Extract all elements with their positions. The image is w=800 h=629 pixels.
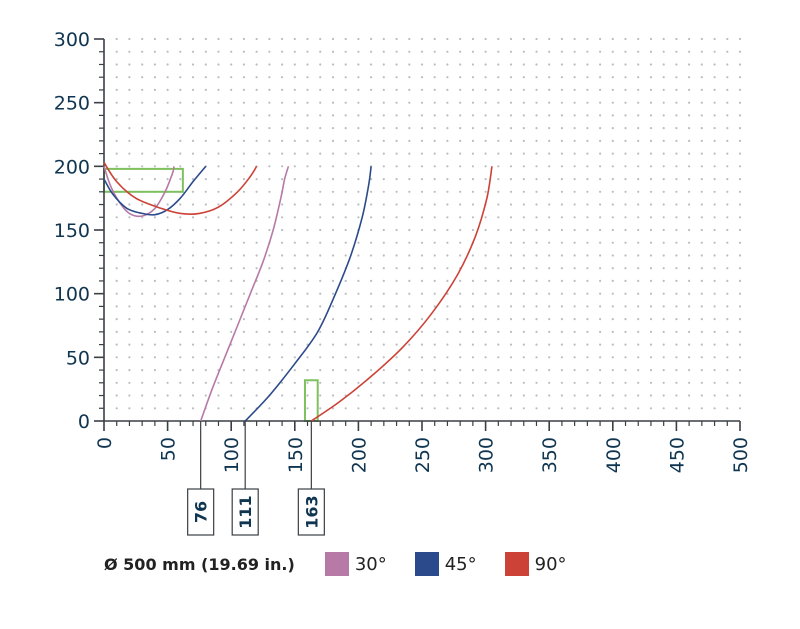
y-tick-label-300: 300 [54,29,90,51]
y-tick-label-150: 150 [54,220,90,242]
x-tick-label-250: 250 [412,437,434,473]
y-tick-label-50: 50 [66,347,90,369]
axes: 0 50 100 150 200 250 300 0 50 100 150 200 250 300 350 4… [54,29,752,473]
y-tick-label-200: 200 [54,156,90,178]
legend-title: Ø 500 mm (19.69 in.) [104,554,295,574]
legend-item-45: 45° [414,552,477,576]
marker-label-163: 163 [302,495,321,528]
chart: 0 50 100 150 200 250 300 0 50 100 150 200 250 300 350 4… [54,29,752,536]
legend-swatch-30 [324,552,349,576]
curves [103,162,493,422]
x-tick-label-100: 100 [221,437,243,473]
legend-label-45: 45° [444,553,477,575]
marker-label-76: 76 [192,501,211,523]
series-90-curve-2 [310,166,493,422]
legend-label-90: 90° [534,553,567,575]
series-90-curve-1 [103,162,258,215]
highlight-boxes [103,167,319,422]
marker-box-76 [187,488,215,536]
y-tick-label-100: 100 [54,284,90,306]
series-30-curve-2 [199,166,290,422]
y-tick-label-0: 0 [78,411,90,433]
x-tick-label-450: 450 [666,437,688,473]
legend-item-30: 30° [324,552,387,576]
x-tick-label-350: 350 [539,437,561,473]
legend: Ø 500 mm (19.69 in.) 30° 45° 90° [104,552,595,576]
legend-swatch-90 [504,552,529,576]
marker-box-163 [297,488,325,536]
x-tick-label-300: 300 [476,437,498,473]
marked-values: 76 111 163 [187,421,325,536]
x-tick-label-500: 500 [730,437,752,473]
y-tick-label-250: 250 [54,93,90,115]
grid-dots [115,37,742,410]
series-45-curve-2 [244,166,372,422]
marker-label-111: 111 [236,495,255,528]
x-tick-label-50: 50 [158,437,180,461]
series-45-curve-1 [103,165,207,216]
x-tick-label-150: 150 [285,437,307,473]
legend-label-30: 30° [354,553,387,575]
x-tick-label-400: 400 [603,437,625,473]
highlight-box-2 [303,379,319,422]
x-tick-label-0: 0 [94,437,116,449]
legend-item-90: 90° [504,552,567,576]
x-tick-label-200: 200 [348,437,370,473]
marker-box-111 [231,488,259,536]
legend-swatch-45 [414,552,439,576]
grid [115,37,742,410]
series-30-curve-1 [103,166,175,218]
